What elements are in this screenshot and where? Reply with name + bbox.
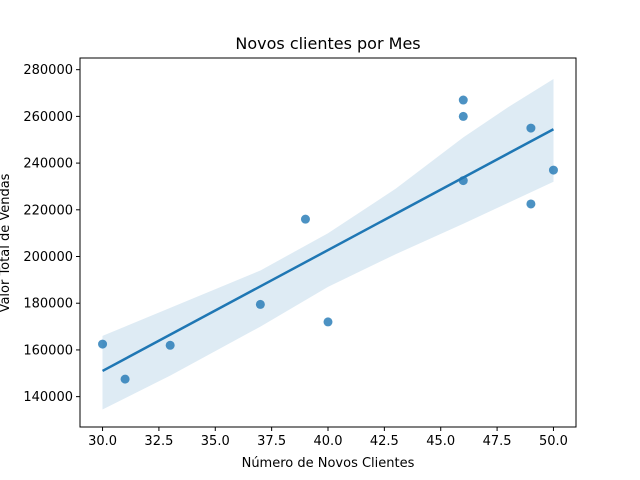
data-point-10 [526, 123, 536, 133]
x-tick-label-4: 37.5 [257, 434, 286, 449]
y-tick-label-1: 140000 [23, 390, 73, 405]
plot-area [98, 79, 558, 410]
data-point-7 [458, 95, 468, 105]
x-tick-label-1: 30.0 [88, 434, 117, 449]
data-point-9 [458, 176, 468, 186]
y-tick-label-5: 220000 [23, 203, 73, 218]
data-point-3 [165, 340, 175, 350]
data-point-1 [98, 339, 108, 349]
y-tick-label-3: 180000 [23, 297, 73, 312]
y-tick-label-6: 240000 [23, 157, 73, 172]
x-tick-label-3: 35.0 [201, 434, 230, 449]
data-point-2 [120, 374, 130, 384]
x-axis-label: Número de Novos Clientes [242, 456, 415, 471]
confidence-band [102, 79, 554, 410]
chart-title: Novos clientes por Mes [235, 34, 420, 53]
data-point-8 [458, 111, 468, 121]
y-tick-label-7: 260000 [23, 110, 73, 125]
x-tick-label-7: 45.0 [426, 434, 455, 449]
y-axis-label: Valor Total de Vendas [0, 173, 13, 312]
y-tick-label-2: 160000 [23, 343, 73, 358]
x-tick-label-9: 50.0 [539, 434, 568, 449]
x-tick-label-6: 42.5 [370, 434, 399, 449]
axes: 30.0 32.5 35.0 37.5 40.0 42.5 45.0 47.5 50.0 1400… [23, 57, 577, 449]
regression-line [101, 128, 555, 373]
data-point-6 [323, 317, 333, 327]
y-tick-label-4: 200000 [23, 250, 73, 265]
x-tick-label-5: 40.0 [314, 434, 343, 449]
x-tick-label-8: 47.5 [483, 434, 512, 449]
data-point-12 [548, 165, 558, 175]
y-tick-label-8: 280000 [23, 63, 73, 78]
data-point-5 [300, 214, 310, 224]
data-point-4 [255, 299, 265, 309]
data-point-11 [526, 199, 536, 209]
x-tick-label-2: 32.5 [144, 434, 173, 449]
